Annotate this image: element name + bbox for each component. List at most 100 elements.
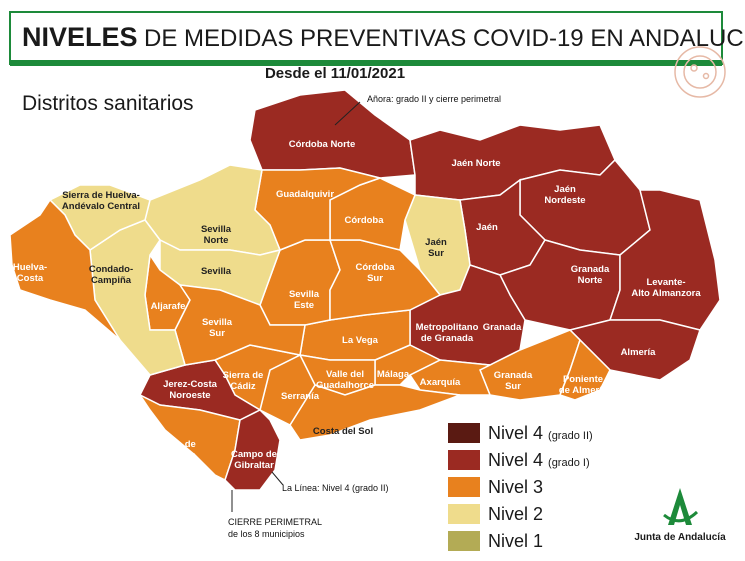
label-line: Norte (578, 275, 603, 286)
subtitle: Desde el 11/01/2021 (265, 65, 405, 82)
label-line: Sierra de (223, 370, 264, 381)
label-line: Guadalhorce (316, 380, 374, 391)
label-line: Córdoba (344, 215, 384, 226)
legend: Nivel 4 (grado II) Nivel 4 (grado I) Nivel 3… (448, 423, 593, 551)
district-label: Poniente de Almería (559, 374, 608, 396)
district (174, 284, 306, 366)
legend-swatch (448, 423, 480, 443)
district-label: Jaén (476, 222, 498, 233)
label-line: Poniente (563, 374, 603, 385)
label-line: Málaga (377, 369, 410, 380)
district-label: Axarquía (420, 377, 461, 388)
district-label: Bahía de Cádiz-La Janda (156, 439, 196, 472)
legend-swatch (448, 450, 480, 470)
annotation-line: de los 8 municipios (228, 529, 305, 539)
label-line: La Vega (342, 335, 379, 346)
district-label: Guadalquivir (276, 189, 334, 200)
label-line: Sevilla (201, 266, 232, 277)
label-line: Este (294, 300, 314, 311)
legend-note: (grado I) (548, 457, 590, 469)
label-line: Metropolitano (416, 322, 479, 333)
label-line: Campiña (91, 275, 132, 286)
district-label: Sierra de Huelva-Andévalo Central (62, 190, 140, 212)
district (608, 189, 721, 331)
label-line: Cádiz-La (156, 450, 196, 461)
label-line: Huelva- (13, 262, 47, 273)
label-line: Costa del Sol (313, 426, 373, 437)
district-label: Aljarafe (151, 301, 186, 312)
title-bold: NIVELES (22, 22, 138, 52)
annotation: CIERRE PERIMETRAL de los 8 municipios (228, 517, 322, 539)
annotation-line: CIERRE PERIMETRAL (228, 517, 322, 527)
label-line: Levante- (646, 277, 685, 288)
label-line: Jaén (476, 222, 498, 233)
legend-label: Nivel 1 (488, 531, 543, 551)
legend-swatch (448, 531, 480, 551)
annotation: Añora: grado II y cierre perimetral (367, 94, 501, 104)
legend-label: Nivel 4 (grado I) (488, 450, 590, 470)
label-line: Janda (162, 461, 190, 472)
virus-icon (674, 46, 726, 98)
district-label: Metropolitano de Granada (416, 322, 479, 344)
label-line: Norte (204, 235, 229, 246)
district-label: Sevilla Sur (202, 317, 233, 339)
district-label: Almería (621, 347, 657, 358)
district (408, 359, 493, 396)
label-line: Nordeste (544, 195, 585, 206)
label-line: Cádiz (230, 381, 256, 392)
label-line: Aljarafe (151, 301, 186, 312)
district (224, 409, 281, 491)
district (9, 198, 121, 341)
label-line: Alto Almanzora (631, 288, 701, 299)
label-line: Córdoba Norte (289, 139, 356, 150)
label-line: Sierra de Huelva- (62, 190, 140, 201)
legend-note: (grado II) (548, 430, 593, 442)
label-line: Costa (17, 273, 44, 284)
legend-name: Nivel 2 (488, 504, 543, 524)
district (289, 384, 461, 441)
annotation: La Línea: Nivel 4 (grado II) (282, 483, 389, 493)
district-label: Huelva-Costa (13, 262, 47, 284)
label-line: Valle del (326, 369, 364, 380)
header-box (9, 11, 723, 65)
district (559, 338, 611, 401)
district-label: Campo de Gibraltar (231, 449, 277, 471)
logo: Junta de Andalucía (634, 488, 726, 543)
header-bar (10, 60, 722, 66)
label-line: Granada (571, 264, 610, 275)
label-line: Axarquía (420, 377, 461, 388)
label-line: Sur (505, 381, 521, 392)
district-label: Jaén Norte (451, 158, 500, 169)
legend-swatch (448, 477, 480, 497)
annotations: Añora: grado II y cierre perimetral La Lí… (228, 94, 501, 539)
label-line: Guadalquivir (276, 189, 334, 200)
label-line: Jaén (425, 237, 447, 248)
label-line: Jaén Norte (451, 158, 500, 169)
legend-name: Nivel 1 (488, 531, 543, 551)
annotation-line: La Línea: Nivel 4 (grado II) (282, 483, 389, 493)
district-label: Córdoba Norte (289, 139, 356, 150)
label-line: Campo de (231, 449, 277, 460)
label-line: de Granada (421, 333, 474, 344)
district-label: Jerez-Costa Noroeste (163, 379, 218, 401)
annotation-line: Añora: grado II y cierre perimetral (367, 94, 501, 104)
district-label: Sevilla (201, 266, 232, 277)
label-line: Jerez-Costa (163, 379, 218, 390)
district-label: Córdoba Sur (355, 262, 395, 284)
district-label: Valle del Guadalhorce (316, 369, 374, 391)
district-label: Granada (483, 322, 522, 333)
label-line: Sevilla (201, 224, 232, 235)
label-line: Jaén (554, 184, 576, 195)
label-line: Andévalo Central (62, 201, 140, 212)
label-line: Condado- (89, 264, 133, 275)
district-label: Sevilla Este (289, 289, 320, 311)
label-line: Serranía (281, 391, 320, 402)
legend-swatch (448, 504, 480, 524)
legend-name: Nivel 4 (488, 450, 543, 470)
district-label: La Vega (342, 335, 379, 346)
district-label: Málaga (377, 369, 410, 380)
label-line: Córdoba (355, 262, 395, 273)
